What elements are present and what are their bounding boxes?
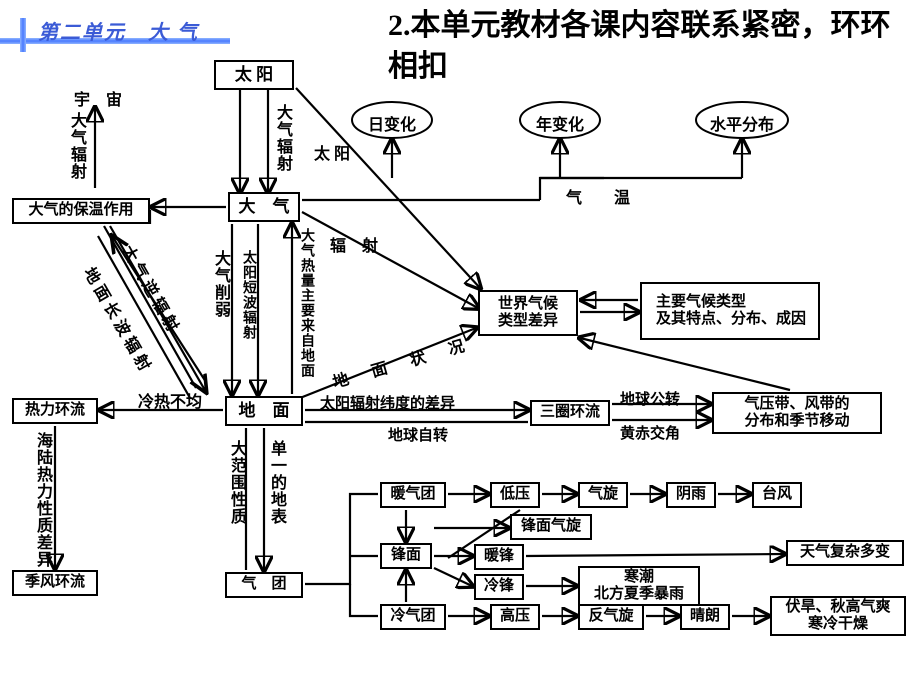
node-warm: 大气的保温作用 xyxy=(12,198,150,224)
node-coldfront: 冷锋 xyxy=(474,574,524,600)
node-airmass: 气 团 xyxy=(225,572,303,598)
lbl-shortwave: 太阳短波辐射 xyxy=(238,250,258,340)
lbl-weaken: 大气削弱 xyxy=(208,250,232,318)
node-complex: 天气复杂多变 xyxy=(786,540,904,566)
lbl-rad1: 大气辐射 xyxy=(64,112,88,180)
lbl-eclip: 黄赤交角 xyxy=(620,422,680,443)
unit-title: 第二单元 大 气 xyxy=(38,16,199,45)
lbl-qiwen: 气 温 xyxy=(566,184,638,208)
lbl-single: 单一的地表 xyxy=(264,440,288,525)
node-cyclone: 气旋 xyxy=(578,482,628,508)
node-rainy: 阴雨 xyxy=(666,482,716,508)
lbl-sealand: 海陆热力性质差异 xyxy=(30,432,54,568)
node-warmmass: 暖气团 xyxy=(380,482,446,508)
bubble-horiz: 水平分布 xyxy=(710,111,774,135)
node-belt: 气压带、风带的 分布和季节移动 xyxy=(712,392,882,434)
node-clitypes: 主要气候类型 及其特点、分布、成因 xyxy=(640,282,820,340)
unit-header: 第二单元 大 气 xyxy=(0,10,230,50)
node-coldmass: 冷气团 xyxy=(380,604,446,630)
lbl-unequal: 冷热不均 xyxy=(138,388,202,412)
lbl-wide: 大范围性质 xyxy=(224,440,248,525)
node-frontcyc: 锋面气旋 xyxy=(510,514,592,540)
lbl-rotation: 地球自转 xyxy=(388,424,448,445)
page-title: 2.本单元教材各课内容联系紧密，环环相扣 xyxy=(388,6,920,87)
node-atmo: 大 气 xyxy=(228,192,300,222)
node-anticyc: 反气旋 xyxy=(578,604,644,630)
lbl-universe: 宇 宙 xyxy=(74,86,122,110)
node-ground: 地 面 xyxy=(225,396,303,426)
node-warmfront: 暖锋 xyxy=(474,544,524,570)
lbl-latdiff: 太阳辐射纬度的差异 xyxy=(320,392,455,413)
node-high: 高压 xyxy=(490,604,540,630)
node-worldcli: 世界气候 类型差异 xyxy=(478,290,578,336)
node-sunny: 晴朗 xyxy=(680,604,730,630)
node-drought: 伏旱、秋高气爽 寒冷干燥 xyxy=(770,596,906,636)
node-front: 锋面 xyxy=(380,543,432,569)
lbl-rad2: 大气辐射 xyxy=(270,104,294,172)
node-sun: 太 阳 xyxy=(214,60,294,90)
node-thermal: 热力环流 xyxy=(12,398,98,424)
lbl-sunword: 太 阳 xyxy=(314,140,350,164)
node-typhoon: 台风 xyxy=(752,482,802,508)
node-tricell: 三圈环流 xyxy=(530,400,610,426)
bubble-daily: 日变化 xyxy=(368,111,416,135)
node-hanchao: 寒潮 北方夏季暴雨 xyxy=(578,566,700,606)
lbl-revolution: 地球公转 xyxy=(620,388,680,409)
bubble-annual: 年变化 xyxy=(536,111,584,135)
node-low: 低压 xyxy=(490,482,540,508)
lbl-surface: 地 面 状 况 xyxy=(329,331,470,393)
lbl-radiation: 辐 射 xyxy=(330,232,378,256)
lbl-heatsrc: 大气热量主要来自地面 xyxy=(296,228,316,378)
node-monsoon: 季风环流 xyxy=(12,570,98,596)
